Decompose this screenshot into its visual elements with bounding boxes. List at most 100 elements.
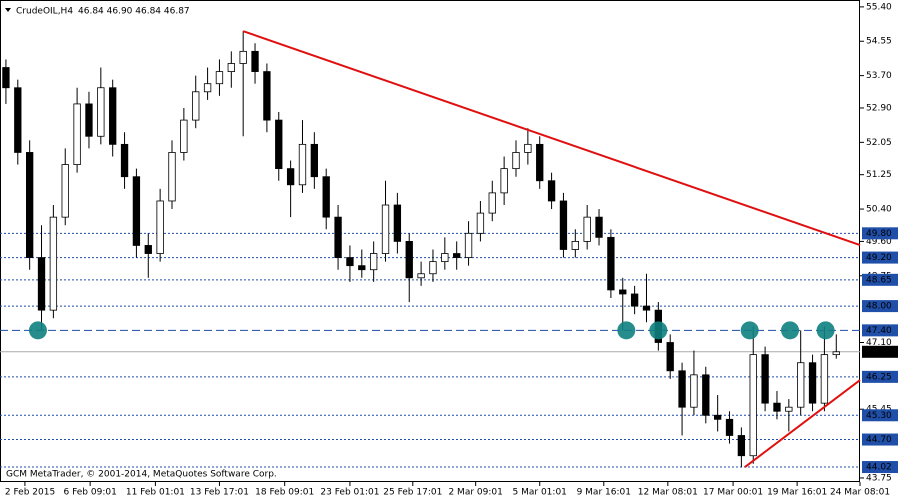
- x-tick-label: 12 Mar 08:01: [638, 488, 698, 498]
- candle-body: [595, 216, 603, 238]
- candle-body: [512, 152, 520, 170]
- candle-body: [393, 204, 402, 242]
- y-tick-label: 50.40: [866, 205, 892, 215]
- candle-body: [180, 119, 188, 153]
- x-tick-label: 24 Mar 08:01: [830, 488, 890, 498]
- trendline: [242, 30, 861, 246]
- candle-body: [25, 152, 34, 258]
- quote: 46.84 46.90 46.84 46.87: [78, 7, 190, 17]
- candle-body: [215, 71, 224, 85]
- candle-body: [263, 71, 271, 121]
- candle-body: [109, 87, 117, 145]
- candle-body: [761, 354, 769, 404]
- level-label: 46.25: [866, 372, 892, 382]
- candle-body: [168, 152, 176, 202]
- candle-body: [666, 342, 674, 372]
- x-tick-label: 18 Feb 09:01: [255, 488, 314, 498]
- candle-body: [417, 273, 425, 279]
- touch-marker: [740, 321, 759, 340]
- candle-body: [524, 143, 532, 153]
- candle-body: [85, 103, 93, 137]
- candle-body: [369, 253, 378, 271]
- y-tick-label: 55.40: [866, 2, 892, 12]
- x-tick-label: 9 Mar 16:01: [577, 488, 631, 498]
- candle-body: [346, 257, 354, 267]
- touch-marker: [28, 321, 47, 340]
- candle-body: [607, 236, 615, 291]
- candle-body: [749, 354, 757, 457]
- candle-body: [310, 143, 319, 178]
- touch-marker: [816, 321, 835, 340]
- candle-body: [132, 176, 141, 246]
- trendline: [744, 379, 861, 468]
- level-label: 47.40: [866, 326, 892, 336]
- candle-body: [358, 265, 366, 271]
- touch-marker: [781, 321, 800, 340]
- x-tick-label: 2 Feb 2015: [5, 488, 55, 498]
- candle-body: [797, 362, 805, 408]
- x-tick-label: 5 Mar 01:01: [513, 488, 567, 498]
- y-tick-label: 52.90: [866, 103, 892, 113]
- candle-body: [61, 164, 69, 218]
- footer: GCM MetaTrader, © 2001-2014, MetaQuotes …: [6, 470, 277, 480]
- candle-body: [251, 50, 259, 72]
- candle-body: [334, 216, 342, 258]
- level-label-box: [862, 324, 898, 337]
- x-tick-label: 2 Mar 09:01: [448, 488, 502, 498]
- level-label-box: [862, 300, 898, 313]
- x-tick-label: 17 Mar 00:01: [703, 488, 763, 498]
- candle-body: [820, 354, 829, 404]
- candle-body: [630, 293, 639, 307]
- candle-body: [144, 245, 152, 254]
- candle-body: [37, 257, 46, 311]
- candle-body: [239, 50, 247, 64]
- level-label: 45.30: [866, 411, 892, 421]
- candle-body: [583, 216, 591, 242]
- candle-body: [97, 87, 105, 137]
- candle-body: [488, 192, 496, 214]
- level-label: 49.20: [866, 253, 892, 263]
- level-label: 48.65: [866, 275, 892, 285]
- level-label-box: [862, 273, 898, 286]
- candle-body: [642, 305, 651, 311]
- candle-body: [441, 253, 449, 263]
- candle-body: [298, 143, 307, 186]
- candle-body: [2, 67, 10, 89]
- candle-body: [547, 180, 556, 202]
- candle-body: [678, 370, 686, 408]
- candle-body: [464, 232, 473, 258]
- candle-body: [73, 103, 81, 165]
- y-tick-label: 52.05: [866, 138, 892, 148]
- level-label: 48.00: [866, 302, 892, 312]
- candle-body: [559, 200, 568, 250]
- y-tick-label: 54.55: [866, 37, 892, 47]
- candle-body: [405, 241, 413, 279]
- candle-body: [476, 212, 485, 234]
- candle-body: [322, 176, 330, 218]
- candle-body: [14, 87, 22, 153]
- candle-body: [275, 119, 283, 170]
- candle-body: [203, 83, 212, 93]
- candle-body: [156, 200, 164, 254]
- candle-body: [690, 374, 698, 408]
- candle-body: [713, 414, 722, 420]
- level-label-box: [862, 461, 898, 474]
- x-tick-label: 13 Feb 17:01: [190, 488, 249, 498]
- y-tick-label: 47.10: [866, 338, 892, 348]
- candle-body: [500, 168, 508, 194]
- x-tick-label: 6 Feb 09:01: [63, 488, 116, 498]
- y-tick-label: 53.70: [866, 71, 892, 81]
- candle-body: [536, 143, 544, 182]
- touch-marker: [649, 321, 668, 340]
- level-label-box: [862, 409, 898, 422]
- level-label: 46.87: [866, 347, 892, 357]
- candle-body: [702, 374, 710, 416]
- level-label-box: [862, 251, 898, 264]
- candle-body: [832, 351, 840, 356]
- level-label-box: [862, 433, 898, 446]
- candle-body: [227, 63, 235, 72]
- candle-body: [571, 241, 579, 250]
- menu-icon[interactable]: [5, 8, 11, 12]
- candle-body: [286, 168, 295, 186]
- candle-body: [785, 406, 793, 412]
